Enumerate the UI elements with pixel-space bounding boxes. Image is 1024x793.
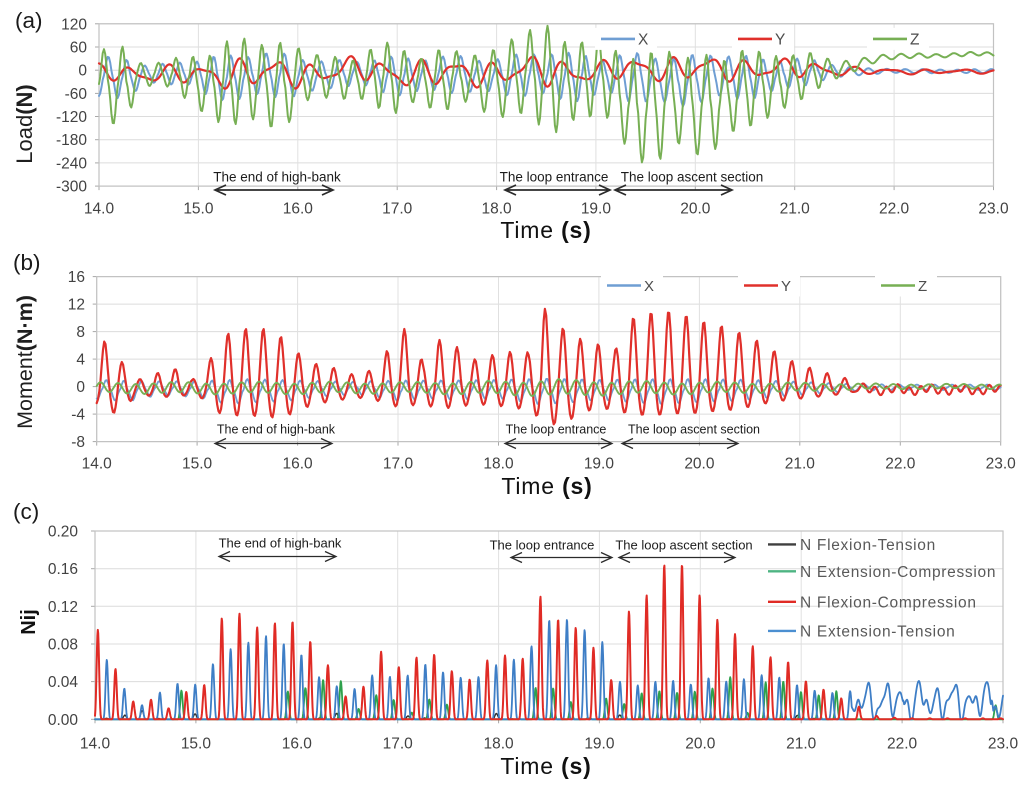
- svg-text:N Flexion-Tension: N Flexion-Tension: [800, 537, 936, 554]
- svg-text:23.0: 23.0: [978, 201, 1009, 218]
- svg-text:0.20: 0.20: [48, 524, 79, 541]
- svg-text:Load(N): Load(N): [12, 84, 37, 164]
- svg-text:23.0: 23.0: [986, 456, 1017, 473]
- svg-text:(a): (a): [15, 8, 43, 33]
- svg-text:60: 60: [70, 40, 88, 57]
- svg-text:Moment(N·m): Moment(N·m): [13, 295, 37, 429]
- svg-text:The end of high-bank: The end of high-bank: [219, 536, 342, 551]
- svg-text:-240: -240: [56, 155, 87, 172]
- svg-text:15.0: 15.0: [182, 456, 213, 473]
- svg-text:120: 120: [61, 16, 87, 33]
- svg-text:21.0: 21.0: [786, 736, 817, 753]
- svg-text:The end of high-bank: The end of high-bank: [217, 423, 336, 437]
- svg-text:0.04: 0.04: [48, 674, 79, 691]
- svg-text:19.0: 19.0: [584, 736, 615, 753]
- svg-text:Time (s): Time (s): [500, 753, 591, 779]
- svg-text:22.0: 22.0: [879, 201, 910, 218]
- svg-text:20.0: 20.0: [685, 736, 716, 753]
- svg-text:(c): (c): [13, 499, 39, 524]
- svg-text:17.0: 17.0: [383, 456, 414, 473]
- svg-text:21.0: 21.0: [780, 201, 811, 218]
- svg-text:22.0: 22.0: [887, 736, 918, 753]
- svg-text:X: X: [644, 278, 654, 295]
- svg-text:16.0: 16.0: [283, 201, 314, 218]
- svg-text:The loop ascent section: The loop ascent section: [621, 170, 764, 185]
- svg-text:14.0: 14.0: [82, 456, 113, 473]
- svg-text:-8: -8: [71, 434, 85, 451]
- svg-text:18.0: 18.0: [482, 201, 513, 218]
- svg-text:The loop entrance: The loop entrance: [506, 423, 607, 437]
- svg-text:-120: -120: [56, 109, 87, 126]
- svg-text:16: 16: [68, 269, 85, 286]
- svg-text:17.0: 17.0: [383, 736, 414, 753]
- svg-text:0.08: 0.08: [48, 637, 78, 654]
- svg-text:0.16: 0.16: [48, 561, 78, 578]
- svg-text:21.0: 21.0: [785, 456, 816, 473]
- svg-text:22.0: 22.0: [885, 456, 916, 473]
- svg-text:(b): (b): [13, 250, 41, 275]
- svg-text:14.0: 14.0: [80, 736, 111, 753]
- svg-text:The end of high-bank: The end of high-bank: [213, 170, 341, 185]
- svg-text:-180: -180: [56, 132, 87, 149]
- svg-text:0: 0: [76, 379, 85, 396]
- svg-text:X: X: [638, 31, 649, 48]
- svg-text:20.0: 20.0: [680, 201, 711, 218]
- svg-text:16.0: 16.0: [283, 456, 314, 473]
- svg-text:0: 0: [78, 63, 87, 80]
- svg-text:19.0: 19.0: [581, 201, 612, 218]
- svg-text:Y: Y: [775, 31, 785, 48]
- svg-text:16.0: 16.0: [282, 736, 313, 753]
- svg-text:15.0: 15.0: [183, 201, 214, 218]
- svg-text:20.0: 20.0: [684, 456, 715, 473]
- svg-text:14.0: 14.0: [84, 201, 115, 218]
- svg-text:4: 4: [76, 352, 85, 369]
- svg-text:-4: -4: [71, 407, 85, 424]
- svg-text:The loop ascent section: The loop ascent section: [615, 538, 752, 553]
- svg-text:-60: -60: [65, 86, 88, 103]
- svg-text:15.0: 15.0: [181, 736, 212, 753]
- svg-text:17.0: 17.0: [382, 201, 413, 218]
- svg-text:Time (s): Time (s): [501, 473, 592, 499]
- svg-text:19.0: 19.0: [584, 456, 615, 473]
- svg-text:Z: Z: [910, 31, 919, 48]
- svg-text:8: 8: [76, 324, 85, 341]
- svg-text:The loop entrance: The loop entrance: [500, 170, 609, 185]
- svg-text:The loop ascent section: The loop ascent section: [628, 423, 760, 437]
- svg-text:N Flexion-Compression: N Flexion-Compression: [800, 594, 977, 611]
- svg-text:-300: -300: [56, 179, 87, 196]
- svg-text:0.00: 0.00: [48, 712, 79, 729]
- svg-text:N Extension-Tension: N Extension-Tension: [800, 623, 955, 640]
- svg-text:Z: Z: [918, 278, 927, 295]
- svg-text:18.0: 18.0: [484, 736, 515, 753]
- svg-text:0.12: 0.12: [48, 599, 78, 616]
- svg-text:18.0: 18.0: [483, 456, 514, 473]
- svg-text:Y: Y: [781, 278, 791, 295]
- svg-text:Nij: Nij: [18, 609, 40, 635]
- svg-text:23.0: 23.0: [988, 736, 1019, 753]
- svg-text:N Extension-Compression: N Extension-Compression: [800, 564, 996, 581]
- svg-text:The loop entrance: The loop entrance: [490, 538, 595, 553]
- svg-text:Time (s): Time (s): [500, 217, 591, 243]
- svg-text:12: 12: [68, 297, 85, 314]
